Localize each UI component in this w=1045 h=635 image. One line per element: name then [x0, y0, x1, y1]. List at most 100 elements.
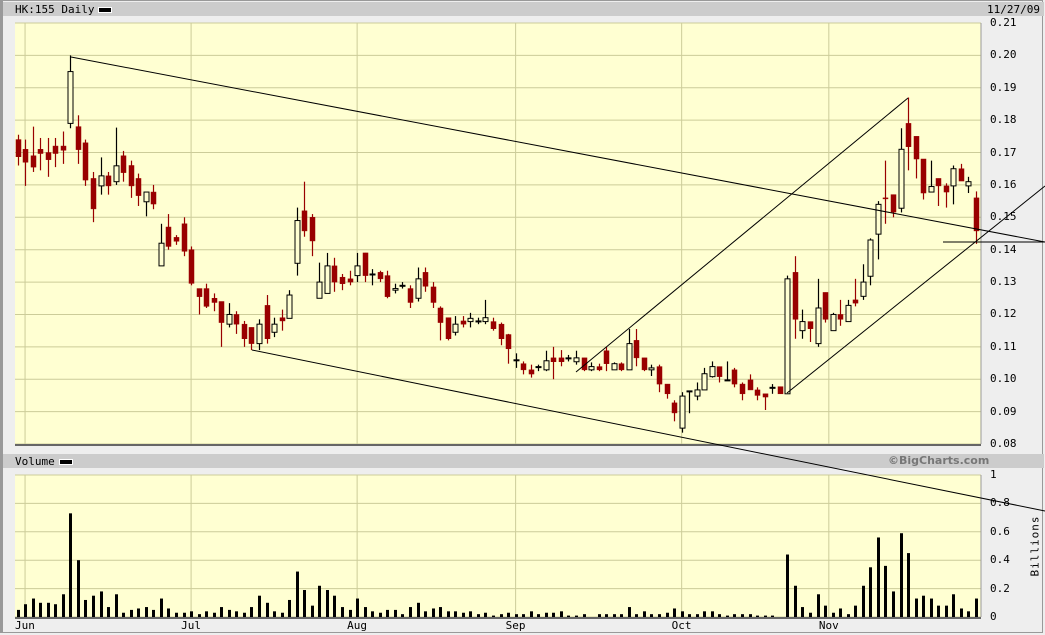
- volume-tick-label: 0.4: [990, 553, 1010, 567]
- volume-bar: [801, 607, 804, 617]
- price-tick-label: 0.16: [990, 177, 1017, 191]
- volume-bar: [371, 611, 374, 617]
- price-tick-label: 0.10: [990, 372, 1017, 386]
- candle-body: [203, 288, 210, 307]
- candle-body: [309, 217, 316, 242]
- candle-body: [731, 369, 738, 385]
- volume-bar: [658, 614, 661, 617]
- candle-body: [913, 136, 920, 160]
- candle-body: [784, 278, 791, 395]
- x-tick-label: Jul: [181, 619, 201, 632]
- candle-body: [641, 357, 648, 371]
- volume-bar: [32, 598, 35, 617]
- volume-bar: [907, 553, 910, 617]
- volume-bar: [341, 607, 344, 617]
- volume-bar: [892, 591, 895, 617]
- volume-bar: [296, 571, 299, 617]
- volume-bar: [884, 565, 887, 617]
- candle-body: [520, 363, 527, 371]
- volume-bar: [688, 614, 691, 617]
- candle-body: [769, 386, 776, 389]
- candle-body: [837, 314, 844, 320]
- volume-bar: [349, 609, 352, 617]
- volume-bar: [145, 607, 148, 617]
- candle-body: [799, 321, 806, 332]
- volume-bar: [832, 612, 835, 617]
- volume-bar: [741, 614, 744, 617]
- candle-body: [430, 286, 437, 303]
- candle-body: [648, 367, 655, 371]
- x-tick-label: Nov: [818, 619, 839, 632]
- candle-body: [656, 366, 663, 385]
- volume-bar: [205, 611, 208, 617]
- candle-body: [279, 317, 286, 322]
- volume-bar: [258, 595, 261, 617]
- candle-body: [158, 242, 165, 267]
- candle-body: [75, 126, 82, 150]
- candle-body: [762, 393, 769, 398]
- candle-body: [22, 149, 29, 163]
- volume-bar: [122, 612, 125, 617]
- candle-body: [890, 194, 897, 213]
- volume-bar: [635, 614, 638, 617]
- volume-bar: [922, 595, 925, 617]
- candle-body: [694, 389, 701, 397]
- volume-bar: [877, 537, 880, 617]
- candle-body: [671, 402, 678, 414]
- candle-body: [460, 320, 467, 325]
- candle-body: [452, 323, 459, 333]
- candle-body: [248, 327, 255, 344]
- candle-body: [852, 299, 859, 304]
- volume-bar: [613, 614, 616, 617]
- volume-bar: [190, 611, 193, 617]
- volume-bar: [530, 611, 533, 617]
- candle-body: [135, 178, 142, 196]
- volume-bar: [326, 590, 329, 617]
- volume-bar: [160, 598, 163, 617]
- candle-body: [150, 191, 157, 205]
- volume-bar: [839, 608, 842, 617]
- volume-bar: [318, 585, 321, 617]
- candle-body: [30, 155, 37, 168]
- candle-body: [181, 223, 188, 252]
- volume-bar: [84, 599, 87, 617]
- volume-bar: [228, 609, 231, 617]
- x-tick-label: Aug: [347, 619, 367, 632]
- volume-bar: [213, 612, 216, 617]
- candle-body: [196, 288, 203, 297]
- volume-bar: [266, 602, 269, 617]
- volume-bar: [115, 594, 118, 617]
- candle-body: [875, 203, 882, 235]
- volume-axis-label: Billions: [1028, 515, 1042, 577]
- volume-bar: [869, 567, 872, 617]
- volume-bar: [537, 614, 540, 617]
- volume-bar: [167, 608, 170, 617]
- volume-bar: [311, 605, 314, 617]
- volume-bar: [567, 615, 570, 617]
- volume-bar: [409, 607, 412, 617]
- candle-body: [331, 265, 338, 283]
- candle-body: [701, 373, 708, 391]
- volume-bar: [583, 614, 586, 617]
- candle-body: [324, 265, 331, 294]
- volume-bar: [24, 604, 27, 617]
- volume-text: Volume: [15, 455, 55, 468]
- candle-body: [928, 186, 935, 193]
- volume-bar: [854, 605, 857, 617]
- volume-bar: [492, 615, 495, 617]
- volume-bar: [786, 554, 789, 617]
- volume-bar: [930, 598, 933, 617]
- price-tick-label: 0.15: [990, 210, 1017, 224]
- candle-body: [596, 366, 603, 371]
- volume-bar: [756, 615, 759, 617]
- candle-body: [482, 317, 489, 323]
- candle-body: [490, 321, 497, 329]
- price-tick-label: 0.19: [990, 80, 1017, 94]
- volume-bar: [749, 614, 752, 617]
- price-tick-label: 0.18: [990, 113, 1017, 127]
- candle-body: [37, 149, 44, 154]
- volume-bar: [92, 595, 95, 617]
- x-tick-label: Sep: [505, 619, 526, 632]
- candle-body: [898, 148, 905, 209]
- volume-bar: [915, 598, 918, 617]
